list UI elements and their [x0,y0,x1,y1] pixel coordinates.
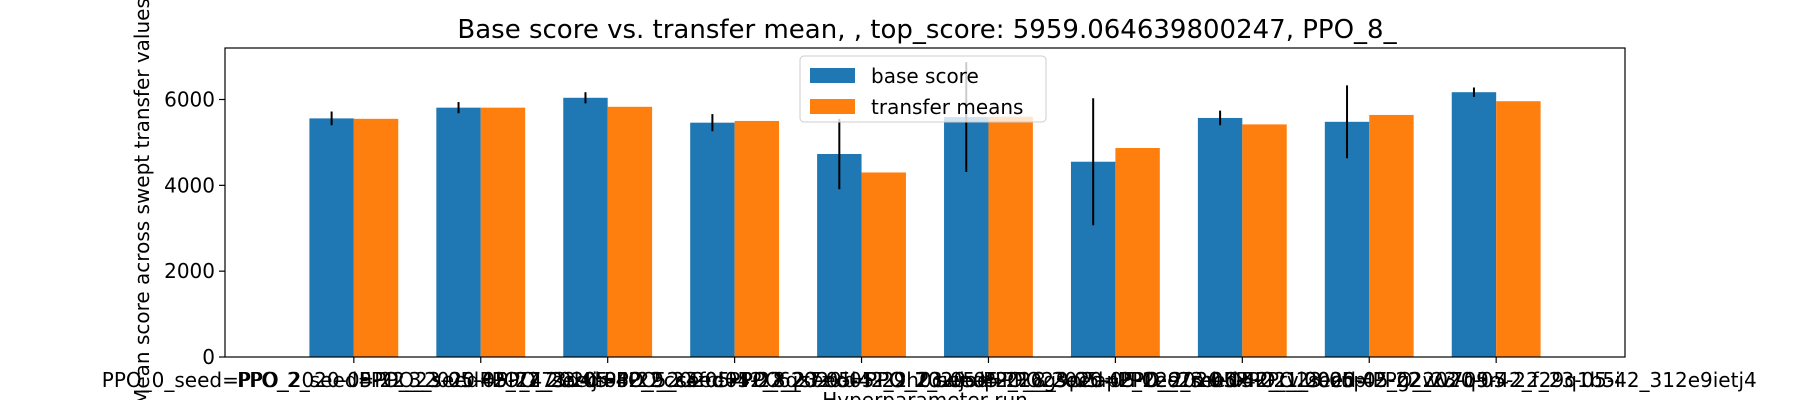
legend-swatch-transfer-means [810,99,855,114]
y-axis-label: Mean score across swept transfer values [130,0,154,400]
x-axis-label: Hyperparameter run [822,388,1028,400]
y-axis: 0 2000 4000 6000 [164,88,225,369]
bar-transfer-means-6 [1115,147,1160,357]
bar-transfer-means-8 [1369,114,1414,357]
y-tick-label: 4000 [164,173,215,197]
y-tick-label: 0 [202,345,215,369]
bar-base-score-1 [436,107,481,357]
bar-transfer-means-2 [607,106,653,357]
bar-transfer-means-7 [1242,124,1287,358]
legend-label-base-score: base score [871,64,979,88]
bar-base-score-3 [690,122,735,357]
bar-transfer-means-9 [1496,101,1541,357]
legend-swatch-base-score [810,68,855,83]
plot-area-frame [224,47,1626,358]
bar-transfer-means-3 [734,120,780,357]
bar-transfer-means-5 [988,116,1033,358]
x-tick-label: PPO_0_seed=PPO_2020-05-22_23-05-42_7773d… [102,368,607,392]
bar-base-score-7 [1197,117,1243,358]
x-tick-label: PPO_9_seed=PPO_2020-05-22_23-05-42_f29q1… [1118,368,1621,392]
x-tick-label: PPO_1_seed=PPO_2020-05-22_23-05-42_312e9… [1236,368,1757,392]
x-tick-label: PPO_4_seed=PPO_2020-05-22_23-05-42_9h0cw… [480,368,990,392]
x-tick-label: PPO_7_seed=PPO_2020-05-22_23-05-42_rvl00… [865,368,1366,392]
x-axis: PPO_0_seed=PPO_2020-05-22_23-05-42_7773d… [102,357,1757,392]
bar-base-score-9 [1451,92,1497,358]
bar-transfer-means-0 [353,118,399,357]
x-tick-label: PPO_2_seed=PPO_2020-05-22_23-05-42_9cc4f… [237,368,724,392]
bar-transfer-means-4 [861,172,906,357]
bar-base-score-8 [1324,121,1370,357]
x-tick-label: PPO_3_seed=PPO_2020-05-22_23-05-42_8qz7z… [359,368,857,392]
x-tick-label: PPO_8_seed=PPO_2020-05-22_23-05-42_g2wv7… [983,368,1501,392]
bar-base-score-0 [309,118,354,357]
y-tick-label: 2000 [164,259,215,283]
chart-title: Base score vs. transfer mean, , top_scor… [457,15,1397,45]
y-tick-label: 6000 [164,88,215,112]
x-tick-label: PPO_6_seed=PPO_2020-05-22_23-05-42_1ee7m… [728,368,1249,392]
x-tick-label: PPO_5_seed=PPO_2020-05-22_23-05-42_16g9p… [604,368,1119,392]
bar-transfer-means-1 [480,107,526,357]
legend-label-transfer-means: transfer means [871,95,1023,119]
bars-layer [309,92,1541,358]
legend: base score transfer means [799,55,1047,123]
bar-base-score-2 [563,97,608,358]
legend-box [799,55,1047,123]
